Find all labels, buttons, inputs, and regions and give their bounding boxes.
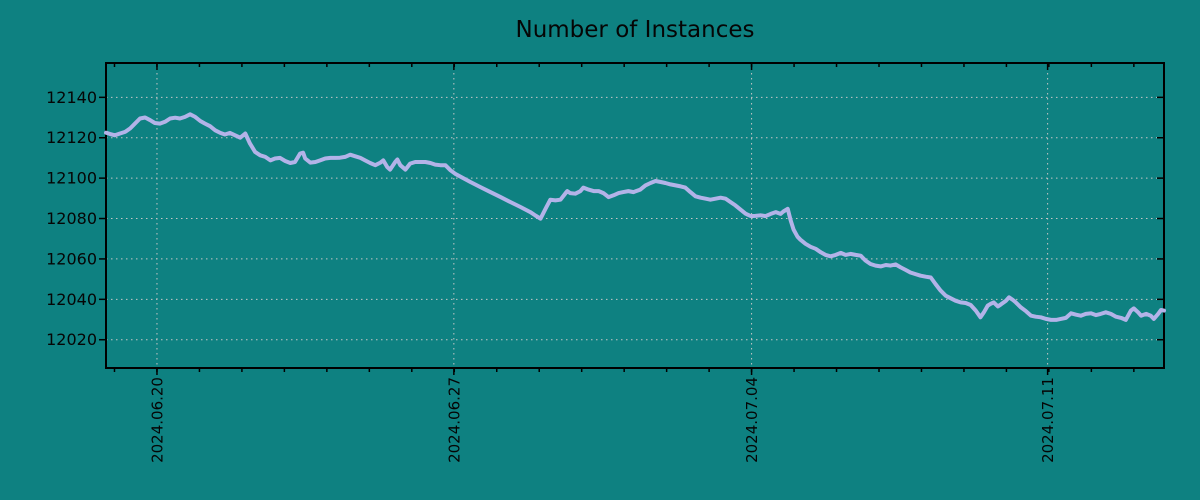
x-tick-labels: 2024.06.20 2024.06.27 2024.07.04 2024.07.11 — [148, 377, 1057, 463]
grid-lines — [106, 63, 1164, 368]
y-tick-label: 12080 — [46, 209, 97, 228]
x-tick-label: 2024.06.20 — [148, 377, 166, 463]
y-tick-labels: 12020 12040 12060 12080 12100 12120 12140 — [46, 88, 97, 349]
x-tick-label: 2024.07.11 — [1039, 377, 1057, 463]
y-tick-label: 12140 — [46, 88, 97, 107]
x-tick-label: 2024.06.27 — [445, 377, 463, 463]
y-tick-label: 12100 — [46, 169, 97, 188]
y-tick-label: 12120 — [46, 128, 97, 147]
x-tick-label: 2024.07.04 — [743, 377, 761, 463]
y-tick-label: 12020 — [46, 330, 97, 349]
y-tick-label: 12040 — [46, 290, 97, 309]
y-tick-label: 12060 — [46, 249, 97, 268]
data-line — [104, 112, 1166, 322]
axis-border — [105, 62, 1165, 369]
chart-title: Number of Instances — [515, 17, 755, 43]
